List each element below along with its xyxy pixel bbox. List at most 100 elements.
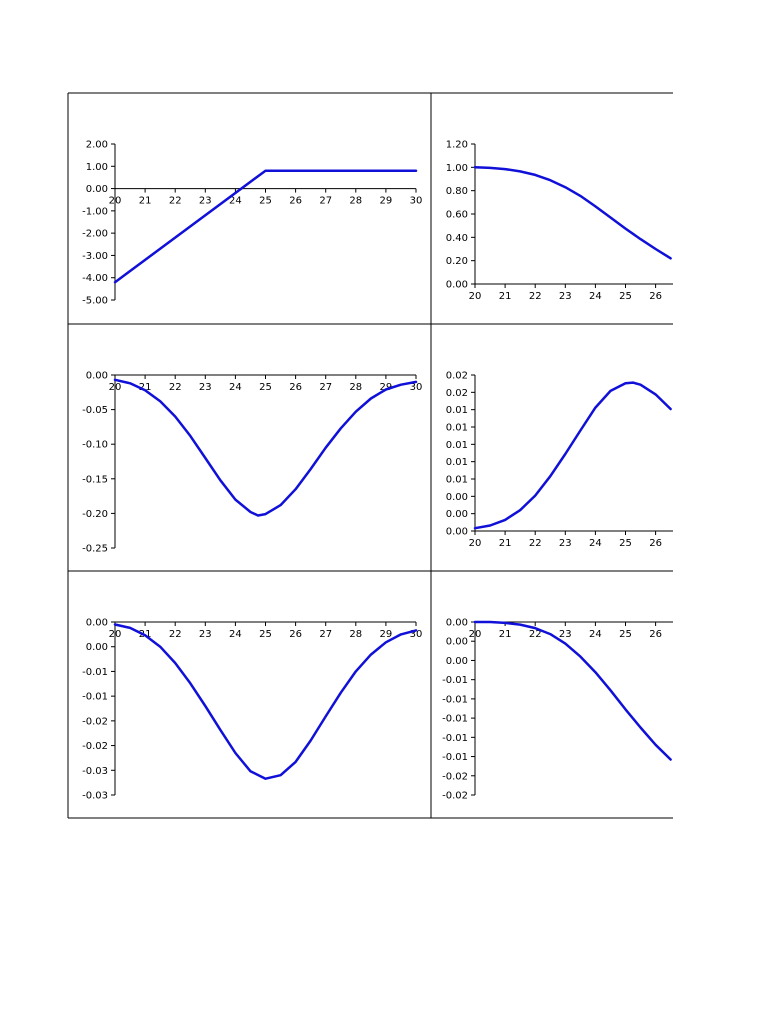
theta-x-tick-label: 22 bbox=[529, 538, 542, 549]
gamma-y-tick-label: -0.20 bbox=[82, 509, 108, 520]
rho-x-tick-label: 23 bbox=[559, 629, 572, 640]
gamma-x-tick-label: 22 bbox=[169, 382, 182, 393]
gamma-x-tick-label: 29 bbox=[380, 382, 393, 393]
delta-x-tick-label: 20 bbox=[469, 291, 482, 302]
pl-at-expiration-x-tick-label: 20 bbox=[109, 196, 122, 207]
gamma-series-line bbox=[113, 378, 418, 517]
gamma-x-tick-label: 25 bbox=[259, 382, 272, 393]
gamma-y-tick-label: -0.25 bbox=[82, 544, 108, 555]
theta-y-tick-label: 0.01 bbox=[446, 440, 468, 451]
gamma-chart: Gamma 0.00 -0.05 -0.10 -0.15 -0.20 -0.25 20 21 22… bbox=[82, 340, 423, 555]
rho-x-tick-label: 21 bbox=[499, 629, 512, 640]
theta-y-tick-label: 0.02 bbox=[446, 371, 468, 382]
pl-at-expiration-y-tick-label: 0.00 bbox=[86, 184, 108, 195]
theta-y-tick-label: 0.00 bbox=[446, 492, 468, 503]
vega-title: Vega bbox=[234, 587, 262, 598]
theta-series-line bbox=[473, 381, 672, 530]
pl-at-expiration-series-line bbox=[113, 169, 418, 284]
vega-x-tick-label: 25 bbox=[259, 629, 272, 640]
vega-chart: Vega 0.00 0.00 -0.01 -0.01 -0.02 -0.02 -0.03 -0.… bbox=[82, 587, 423, 802]
vega-x-tick-label: 26 bbox=[289, 629, 302, 640]
theta-y-tick-label: 0.01 bbox=[446, 423, 468, 434]
gamma-y-tick-label: -0.10 bbox=[82, 440, 108, 451]
theta-x-tick-label: 20 bbox=[469, 538, 482, 549]
vega-y-tick-label: -0.03 bbox=[82, 791, 108, 802]
pl-at-expiration-x-tick-label: 26 bbox=[289, 196, 302, 207]
vega-y-tick-label: -0.03 bbox=[82, 766, 108, 777]
gamma-x-tick-label: 21 bbox=[139, 382, 152, 393]
vega-x-tick-label: 29 bbox=[380, 629, 393, 640]
vega-series-line bbox=[113, 623, 418, 780]
pl-at-expiration-x-tick-label: 25 bbox=[259, 196, 272, 207]
pl-at-expiration-y-tick-label: -1.00 bbox=[82, 206, 108, 217]
vega-x-tick-label: 24 bbox=[229, 629, 242, 640]
vega-x-tick-label: 30 bbox=[410, 629, 423, 640]
theta-x-tick-label: 25 bbox=[619, 538, 632, 549]
pl-at-expiration-x-tick-label: 23 bbox=[199, 196, 212, 207]
rho-x-tick-label: 24 bbox=[589, 629, 602, 640]
delta-y-tick-label: 0.40 bbox=[446, 233, 468, 244]
delta-series-line bbox=[473, 166, 672, 260]
pl-at-expiration-title: P&L at Expiration bbox=[197, 108, 296, 119]
gamma-y-tick-label: -0.15 bbox=[82, 474, 108, 485]
delta-x-tick-label: 25 bbox=[619, 291, 632, 302]
delta-x-tick-label: 26 bbox=[649, 291, 662, 302]
pl-at-expiration-y-tick-label: -3.00 bbox=[82, 251, 108, 262]
delta-x-tick-label: 22 bbox=[529, 291, 542, 302]
pl-at-expiration-x-tick-label: 29 bbox=[380, 196, 393, 207]
chart-panels: P&L at Expiration 2.00 1.00 0.00 -1.00 -2.00 -… bbox=[82, 108, 673, 802]
pl-at-expiration-y-tick-label: -2.00 bbox=[82, 229, 108, 240]
rho-chart: Rho 0.00 0.00 0.00 -0.01 -0.01 -0.01 -0.01 -0.01… bbox=[442, 587, 673, 802]
vega-x-tick-label: 28 bbox=[349, 629, 362, 640]
pl-at-expiration-y-tick-label: 1.00 bbox=[86, 162, 108, 173]
rho-x-tick-label: 20 bbox=[469, 629, 482, 640]
gamma-y-tick-label: 0.00 bbox=[86, 371, 108, 382]
rho-x-tick-label: 22 bbox=[529, 629, 542, 640]
pl-at-expiration-x-tick-label: 21 bbox=[139, 196, 152, 207]
rho-y-tick-label: -0.01 bbox=[442, 752, 468, 763]
theta-y-tick-label: 0.02 bbox=[446, 388, 468, 399]
pl-at-expiration-x-tick-label: 22 bbox=[169, 196, 182, 207]
theta-x-tick-label: 24 bbox=[589, 538, 602, 549]
theta-x-tick-label: 23 bbox=[559, 538, 572, 549]
vega-y-tick-label: -0.01 bbox=[82, 667, 108, 678]
pl-at-expiration-chart: P&L at Expiration 2.00 1.00 0.00 -1.00 -2.00 -… bbox=[82, 108, 422, 307]
theta-x-tick-label: 21 bbox=[499, 538, 512, 549]
delta-x-tick-label: 24 bbox=[589, 291, 602, 302]
delta-y-tick-label: 0.80 bbox=[446, 186, 468, 197]
delta-y-tick-label: 1.20 bbox=[446, 140, 468, 151]
gamma-x-tick-label: 26 bbox=[289, 382, 302, 393]
rho-x-tick-label: 25 bbox=[619, 629, 632, 640]
theta-y-tick-label: 0.00 bbox=[446, 527, 468, 538]
delta-x-tick-label: 21 bbox=[499, 291, 512, 302]
theta-title: Theta bbox=[595, 340, 627, 351]
gamma-x-tick-label: 28 bbox=[349, 382, 362, 393]
theta-x-tick-label: 26 bbox=[649, 538, 662, 549]
pl-at-expiration-y-tick-label: 2.00 bbox=[86, 140, 108, 151]
rho-y-tick-label: -0.01 bbox=[442, 714, 468, 725]
theta-y-tick-label: 0.01 bbox=[446, 405, 468, 416]
vega-y-tick-label: -0.01 bbox=[82, 692, 108, 703]
vega-x-tick-label: 23 bbox=[199, 629, 212, 640]
vega-y-tick-label: 0.00 bbox=[86, 642, 108, 653]
delta-y-tick-label: 0.00 bbox=[446, 280, 468, 291]
rho-y-tick-label: -0.01 bbox=[442, 733, 468, 744]
pl-at-expiration-x-tick-label: 24 bbox=[229, 196, 242, 207]
gamma-y-tick-label: -0.05 bbox=[82, 405, 108, 416]
gamma-title: Gamma bbox=[227, 340, 270, 351]
gamma-x-tick-label: 24 bbox=[229, 382, 242, 393]
rho-title: Rho bbox=[600, 587, 622, 598]
gamma-x-tick-label: 23 bbox=[199, 382, 212, 393]
rho-series-line bbox=[473, 620, 672, 761]
rho-x-tick-label: 26 bbox=[649, 629, 662, 640]
rho-y-tick-label: 0.00 bbox=[446, 656, 468, 667]
rho-y-tick-label: 0.00 bbox=[446, 637, 468, 648]
vega-x-tick-label: 20 bbox=[109, 629, 122, 640]
rho-y-tick-label: -0.01 bbox=[442, 675, 468, 686]
gamma-x-tick-label: 30 bbox=[410, 382, 423, 393]
rho-y-tick-label: 0.00 bbox=[446, 618, 468, 629]
theta-y-tick-label: 0.00 bbox=[446, 509, 468, 520]
chart-grid-frame bbox=[67, 92, 673, 819]
